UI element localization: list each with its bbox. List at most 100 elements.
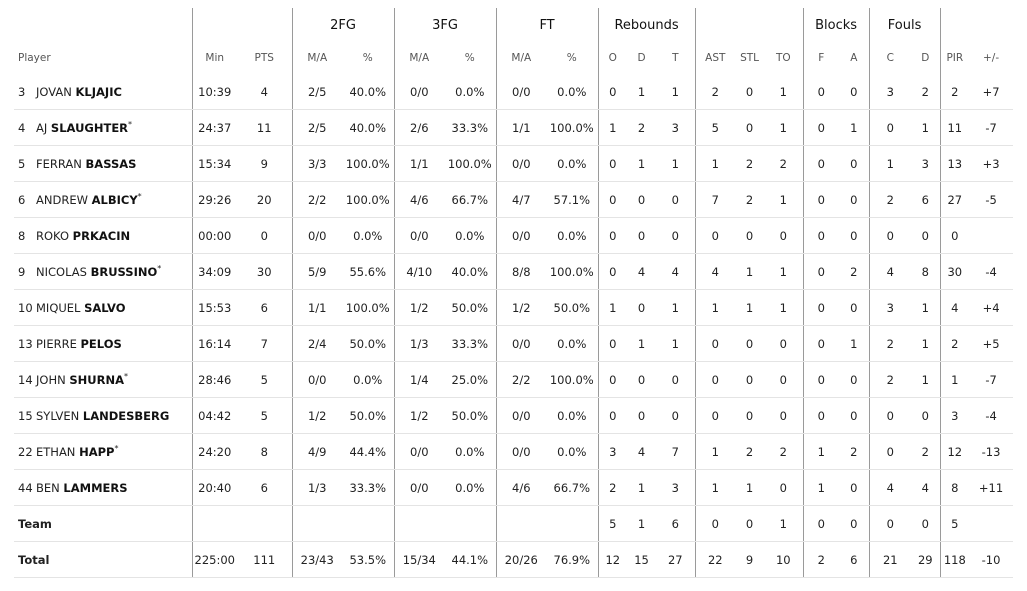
player-number: 13 bbox=[18, 336, 33, 351]
stat-ft-ma: 0/0 bbox=[495, 74, 547, 110]
stat-min: 16:14 bbox=[191, 325, 237, 362]
stat-reb-d: 1 bbox=[627, 145, 657, 182]
stat-ast: 22 bbox=[694, 541, 736, 578]
stat-foul-c: 0 bbox=[868, 505, 912, 542]
stat-stl: 0 bbox=[735, 325, 765, 362]
stat-min: 24:37 bbox=[191, 109, 237, 146]
stat-blk-f: 0 bbox=[802, 109, 840, 146]
stat-foul-d: 1 bbox=[911, 361, 941, 398]
col-foul-d[interactable]: D bbox=[921, 52, 930, 64]
empty-cell bbox=[237, 505, 292, 542]
player-last-name[interactable]: HAPP bbox=[79, 444, 115, 459]
col-ft-ma[interactable]: M/A bbox=[495, 42, 547, 74]
stat-to: 0 bbox=[764, 469, 804, 506]
player-number: 10 bbox=[18, 300, 33, 315]
col-min[interactable]: Min bbox=[191, 42, 237, 74]
stat-stl: 0 bbox=[735, 74, 765, 110]
col-reb-t[interactable]: T bbox=[672, 52, 679, 64]
col-plus-minus[interactable]: +/- bbox=[983, 52, 1000, 64]
stat-blk-a: 0 bbox=[839, 181, 870, 218]
stat-reb-o: 12 bbox=[597, 541, 628, 578]
stat-3fg-pct: 0.0% bbox=[444, 433, 497, 470]
group-fouls: Fouls bbox=[868, 8, 941, 42]
player-last-name[interactable]: SHURNA bbox=[69, 372, 124, 387]
player-last-name[interactable]: KLJAJIC bbox=[75, 84, 122, 99]
stat-pir: 3 bbox=[939, 397, 970, 434]
col-player[interactable]: Player bbox=[18, 52, 51, 64]
stat-min: 15:53 bbox=[191, 289, 237, 326]
stat-reb-o: 0 bbox=[597, 217, 628, 254]
stat-reb-o: 0 bbox=[597, 397, 628, 434]
player-last-name[interactable]: SALVO bbox=[84, 300, 126, 315]
stat-3fg-ma: 0/0 bbox=[393, 433, 445, 470]
col-pir[interactable]: PIR bbox=[939, 42, 970, 74]
stat-pts: 5 bbox=[237, 361, 292, 398]
starter-mark: * bbox=[128, 120, 133, 130]
stat-ast: 5 bbox=[694, 109, 736, 146]
stat-2fg-ma: 5/9 bbox=[291, 253, 342, 290]
player-last-name[interactable]: PRKACIN bbox=[72, 228, 131, 243]
stat-min: 20:40 bbox=[191, 469, 237, 506]
stat-blk-f: 0 bbox=[802, 397, 840, 434]
stat-to: 0 bbox=[764, 325, 804, 362]
stat-ft-ma: 0/0 bbox=[495, 397, 547, 434]
col-pts[interactable]: PTS bbox=[254, 52, 274, 64]
stat-ast: 0 bbox=[694, 217, 736, 254]
col-3fg-ma[interactable]: M/A bbox=[393, 42, 445, 74]
col-ft-pct[interactable]: % bbox=[566, 52, 577, 64]
player-last-name[interactable]: LAMMERS bbox=[63, 480, 128, 495]
col-reb-d[interactable]: D bbox=[637, 52, 646, 64]
stat-pir: 1 bbox=[939, 361, 970, 398]
player-last-name[interactable]: ALBICY bbox=[91, 192, 138, 207]
player-number: 44 bbox=[18, 480, 33, 495]
stat-pir: 13 bbox=[939, 145, 970, 182]
stat-ast: 0 bbox=[694, 325, 736, 362]
stat-3fg-pct: 40.0% bbox=[444, 253, 497, 290]
stat-2fg-ma: 23/43 bbox=[291, 541, 342, 578]
col-3fg-pct[interactable]: % bbox=[464, 52, 475, 64]
stat-foul-c: 0 bbox=[868, 433, 912, 470]
stat-foul-c: 3 bbox=[868, 74, 912, 110]
col-stl[interactable]: STL bbox=[740, 52, 760, 64]
col-reb-o[interactable]: O bbox=[597, 42, 628, 74]
player-name-cell: 6 ANDREW ALBICY* bbox=[14, 181, 192, 218]
player-row: 4 AJ SLAUGHTER* 24:37 11 2/5 40.0% 2/6 33.3% 1/1… bbox=[14, 109, 1027, 146]
player-last-name[interactable]: PELOS bbox=[80, 336, 122, 351]
col-ast[interactable]: AST bbox=[694, 42, 736, 74]
stat-pir: 30 bbox=[939, 253, 970, 290]
stat-foul-c: 4 bbox=[868, 253, 912, 290]
stat-reb-t: 3 bbox=[656, 469, 696, 506]
stat-3fg-pct: 0.0% bbox=[444, 469, 497, 506]
stat-3fg-ma: 1/1 bbox=[393, 145, 445, 182]
player-first-name: JOHN bbox=[36, 372, 66, 387]
player-first-name: ETHAN bbox=[36, 444, 76, 459]
col-2fg-ma[interactable]: M/A bbox=[291, 42, 342, 74]
stat-blk-a: 1 bbox=[839, 325, 870, 362]
stat-2fg-pct: 55.6% bbox=[342, 253, 395, 290]
player-last-name[interactable]: SLAUGHTER bbox=[50, 120, 129, 135]
stat-pts: 5 bbox=[237, 397, 292, 434]
team-label: Team bbox=[14, 505, 192, 542]
stat-to: 0 bbox=[764, 217, 804, 254]
col-blk-a[interactable]: A bbox=[850, 52, 858, 64]
stat-blk-a: 0 bbox=[839, 505, 870, 542]
player-last-name[interactable]: LANDESBERG bbox=[82, 408, 170, 423]
stat-reb-d: 1 bbox=[627, 74, 657, 110]
player-row: 44 BEN LAMMERS 20:40 6 1/3 33.3% 0/0 0.0% 4/6 66.… bbox=[14, 469, 1027, 506]
col-2fg-pct[interactable]: % bbox=[362, 52, 373, 64]
col-foul-c[interactable]: C bbox=[868, 42, 912, 74]
stat-foul-d: 0 bbox=[911, 217, 941, 254]
player-first-name: JOVAN bbox=[36, 84, 72, 99]
stat-reb-d: 1 bbox=[627, 325, 657, 362]
stat-foul-c: 2 bbox=[868, 181, 912, 218]
stat-to: 0 bbox=[764, 397, 804, 434]
total-row: Total 225:00 111 23/43 53.5% 15/34 44.1% 20/26 7… bbox=[14, 541, 1027, 578]
col-blk-f[interactable]: F bbox=[802, 42, 840, 74]
col-to[interactable]: TO bbox=[775, 52, 791, 64]
player-number: 5 bbox=[18, 156, 26, 171]
stat-2fg-pct: 40.0% bbox=[342, 109, 395, 146]
stat-blk-a: 2 bbox=[839, 253, 870, 290]
player-last-name[interactable]: BASSAS bbox=[85, 156, 137, 171]
player-last-name[interactable]: BRUSSINO bbox=[90, 264, 158, 279]
stat-min: 225:00 bbox=[191, 541, 237, 578]
